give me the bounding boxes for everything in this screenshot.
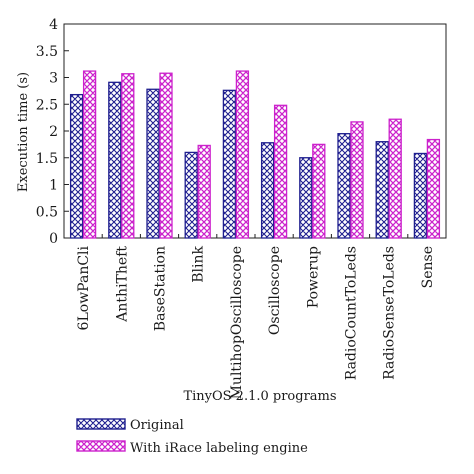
legend-swatch-original xyxy=(76,418,126,430)
bar-original-Powerup xyxy=(299,157,313,239)
y-tick-label: 3.5 xyxy=(36,44,58,60)
bar-original-MultihopOscilloscope xyxy=(222,89,237,239)
x-category-label: Sense xyxy=(420,246,436,288)
legend-label-irace: With iRace labeling engine xyxy=(130,441,308,456)
bar-irace-Powerup xyxy=(312,143,326,239)
y-tick-label: 0 xyxy=(49,231,58,247)
y-tick-label: 2 xyxy=(49,124,58,140)
x-axis-label: TinyOS 2.1.0 programs xyxy=(183,389,336,404)
bar-irace-Blink xyxy=(197,144,211,239)
bar-irace-Oscilloscope xyxy=(273,104,288,239)
x-category-label: BaseStation xyxy=(153,246,169,331)
bar-irace-MultihopOscilloscope xyxy=(235,70,250,239)
bar-original-RadioCountToLeds xyxy=(337,133,351,239)
x-category-label: 6LowPanCli xyxy=(76,245,92,330)
bar-irace-RadioSenseToLeds xyxy=(388,118,402,239)
x-category-label: Powerup xyxy=(305,246,321,308)
legend-label-original: Original xyxy=(130,418,184,433)
x-category-label: Oscilloscope xyxy=(267,246,283,335)
bar-original-6LowPanCli xyxy=(69,93,84,239)
y-axis-label: Execution time (s) xyxy=(16,72,31,192)
bar-original-Blink xyxy=(184,151,198,239)
bar-irace-RadioCountToLeds xyxy=(350,121,364,239)
bar-original-Oscilloscope xyxy=(260,142,275,239)
x-category-label: RadioSenseToLeds xyxy=(382,246,398,380)
x-category-label: MultihopOscilloscope xyxy=(229,246,245,399)
x-category-label: AnthiTheft xyxy=(114,246,130,323)
y-tick-label: 4 xyxy=(49,17,58,33)
bar-original-AnthiTheft xyxy=(108,81,122,239)
bar-original-Sense xyxy=(413,152,428,239)
y-tick-label: 0.5 xyxy=(36,204,58,220)
y-tick-label: 1.5 xyxy=(36,151,58,167)
category-labels: 6LowPanCli AnthiTheft BaseStation Blink Mult… xyxy=(76,245,436,399)
legend: Original With iRace labeling engine xyxy=(76,418,308,456)
bars xyxy=(69,70,441,239)
bar-irace-6LowPanCli xyxy=(82,70,97,239)
y-tick-label: 2.5 xyxy=(36,97,58,113)
x-category-label: Blink xyxy=(191,245,207,282)
y-tick-label: 3 xyxy=(49,71,58,87)
legend-swatch-irace xyxy=(76,440,126,452)
axes xyxy=(63,23,447,239)
y-tick-label: 1 xyxy=(49,178,58,194)
bar-irace-BaseStation xyxy=(159,72,173,239)
x-category-label: RadioCountToLeds xyxy=(344,246,360,380)
bar-irace-AnthiTheft xyxy=(121,73,135,239)
bar-irace-Sense xyxy=(426,138,441,239)
bar-original-RadioSenseToLeds xyxy=(375,141,389,239)
bar-original-BaseStation xyxy=(146,88,160,239)
y-tick-labels: 0 0.5 1 1.5 2 2.5 3 3.5 4 xyxy=(36,17,58,247)
